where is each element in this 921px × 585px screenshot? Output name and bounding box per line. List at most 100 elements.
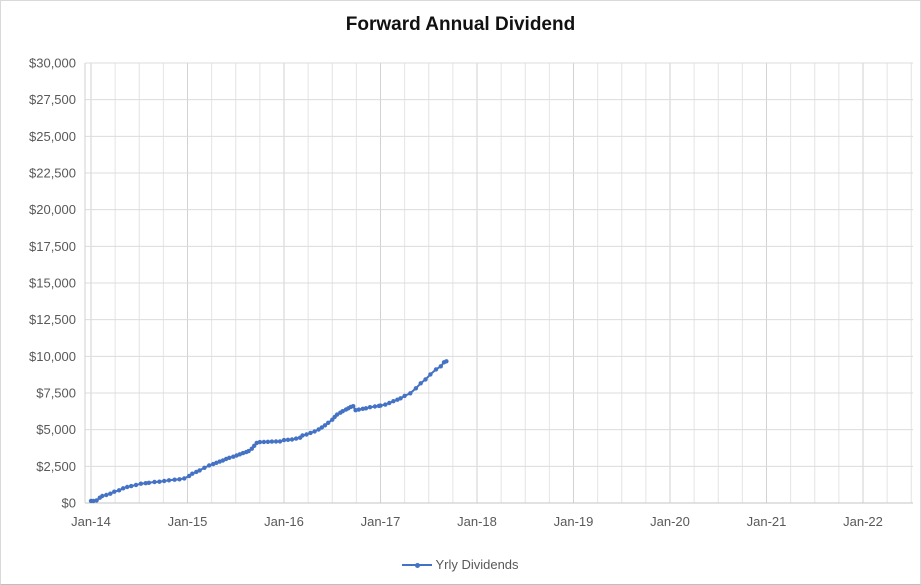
series-markers	[88, 359, 449, 504]
series-marker	[121, 486, 126, 491]
series-marker	[249, 446, 254, 451]
series-marker	[289, 437, 295, 442]
y-tick-label: $7,500	[36, 386, 76, 401]
series-marker	[277, 439, 283, 444]
series-marker	[418, 381, 423, 386]
series-marker	[265, 439, 271, 444]
y-tick-label: $10,000	[29, 349, 76, 364]
series-marker	[133, 482, 139, 488]
series-marker	[125, 484, 130, 490]
series-marker	[300, 433, 305, 438]
series-marker	[246, 448, 251, 454]
series-marker	[143, 481, 148, 486]
series-line	[91, 360, 447, 502]
series-marker	[398, 396, 403, 401]
series-marker	[281, 437, 287, 443]
series-marker	[138, 481, 144, 486]
series-marker	[351, 404, 356, 409]
series-marker	[177, 477, 182, 482]
x-tick-label: Jan-18	[457, 514, 497, 529]
y-tick-label: $25,000	[29, 129, 76, 144]
series-marker	[356, 407, 361, 412]
series-marker	[202, 465, 207, 470]
x-tick-label: Jan-19	[554, 514, 594, 529]
x-tick-label: Jan-14	[71, 514, 111, 529]
series-marker	[231, 454, 236, 459]
x-tick-label: Jan-15	[168, 514, 208, 529]
series-marker	[182, 476, 187, 481]
series-marker	[252, 443, 257, 448]
series-marker	[207, 463, 212, 468]
y-tick-label: $5,000	[36, 422, 76, 437]
series-marker	[363, 406, 369, 411]
series-marker	[322, 423, 328, 428]
series-marker	[319, 425, 324, 430]
series-marker	[214, 460, 219, 465]
series-marker	[162, 478, 167, 484]
series-marker	[402, 393, 407, 399]
series-marker	[334, 412, 340, 417]
series-marker	[194, 469, 199, 475]
legend-line-marker-icon	[402, 562, 433, 568]
series-marker	[100, 493, 105, 499]
series-marker	[157, 479, 162, 484]
series-marker	[166, 478, 172, 483]
series-marker	[190, 471, 195, 476]
series-marker	[312, 429, 317, 434]
series-marker	[378, 403, 383, 408]
series-marker	[112, 489, 117, 494]
x-tick-label: Jan-21	[747, 514, 787, 529]
series-marker	[438, 364, 443, 369]
series-marker	[116, 488, 122, 493]
series-marker	[285, 437, 291, 442]
series-marker	[293, 436, 299, 441]
y-tick-label: $0	[62, 496, 76, 511]
series-marker	[104, 492, 109, 498]
legend-dot	[415, 562, 421, 568]
series-marker	[146, 480, 152, 485]
series-marker	[257, 439, 263, 445]
series-marker	[367, 405, 373, 410]
legend-label: Yrly Dividends	[435, 557, 519, 572]
x-tick-label: Jan-20	[650, 514, 690, 529]
series-marker	[261, 439, 267, 445]
chart-title: Forward Annual Dividend	[345, 14, 576, 35]
series-marker	[383, 402, 388, 407]
y-tick-label: $15,000	[29, 276, 76, 291]
series-marker	[273, 439, 279, 444]
series-marker	[308, 430, 313, 436]
series-marker	[444, 359, 449, 364]
x-tick-label: Jan-22	[843, 514, 883, 529]
series-marker	[172, 477, 177, 482]
y-tick-label: $27,500	[29, 92, 76, 107]
series-marker	[391, 399, 396, 404]
y-tick-label: $30,000	[29, 56, 76, 71]
series-marker	[227, 455, 232, 460]
series-marker	[423, 377, 428, 382]
series-marker	[304, 432, 309, 437]
legend: Yrly Dividends	[1, 557, 920, 572]
series-marker	[413, 386, 419, 391]
x-tick-label: Jan-17	[361, 514, 401, 529]
series-marker	[186, 473, 192, 479]
y-tick-label: $17,500	[29, 239, 76, 254]
x-tick-label: Jan-16	[264, 514, 304, 529]
series-marker	[433, 367, 439, 372]
series-marker	[152, 479, 157, 485]
y-tick-label: $12,500	[29, 312, 76, 327]
series-marker	[94, 498, 99, 503]
series-marker	[269, 439, 275, 444]
y-tick-label: $22,500	[29, 166, 76, 181]
y-tick-label: $2,500	[36, 459, 76, 474]
series-marker	[316, 427, 321, 432]
series-marker	[326, 420, 331, 425]
series-marker	[197, 468, 202, 473]
series-marker	[428, 372, 433, 377]
series-marker	[408, 391, 413, 396]
series-marker	[387, 400, 392, 406]
series-marker	[372, 404, 378, 409]
y-tick-label: $20,000	[29, 202, 76, 217]
series-marker	[108, 491, 113, 496]
